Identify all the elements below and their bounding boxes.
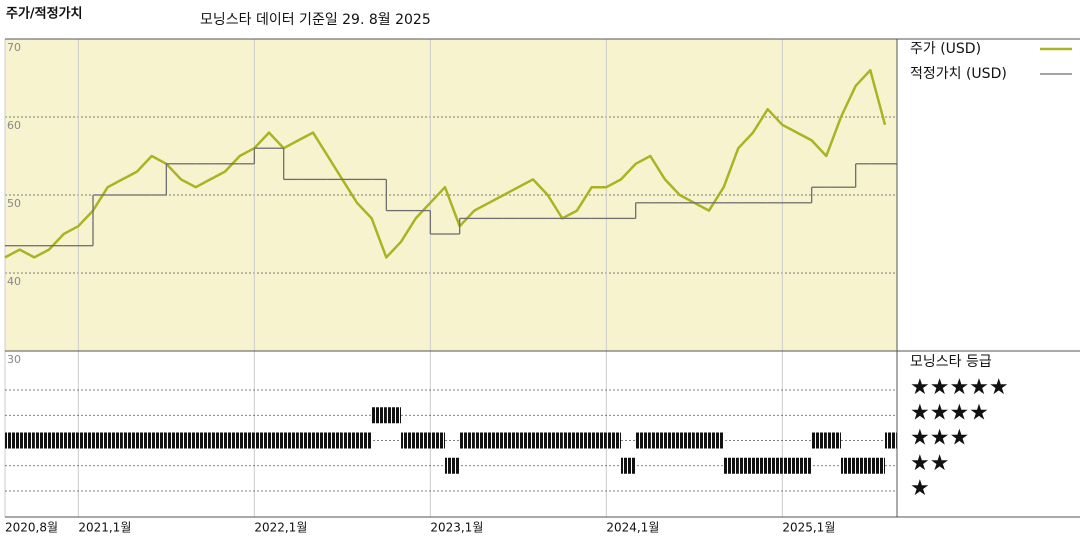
rating-bar — [430, 432, 445, 449]
x-tick-label: 2024,1월 — [606, 521, 659, 535]
rating-bar — [357, 432, 372, 449]
rating-bar — [782, 457, 797, 474]
x-tick-label: 2025,1월 — [782, 521, 835, 535]
rating-level-label: ★★★ — [910, 426, 969, 451]
rating-bar — [665, 432, 680, 449]
rating-bar — [723, 457, 739, 474]
rating-bar — [122, 432, 137, 449]
rating-bar — [870, 457, 885, 474]
y-tick-label: 60 — [7, 119, 21, 132]
rating-bar — [239, 432, 255, 449]
rating-bar — [107, 432, 123, 449]
marks — [4, 68, 897, 474]
overlay: 30 40 50 60 70 2020,8월 2021,1월 2022,1월 2023,1월 20… — [5, 41, 1072, 535]
rating-bar — [518, 432, 533, 449]
y-tick-label: 50 — [7, 197, 21, 210]
rating-bar — [254, 432, 269, 449]
rating-bar — [269, 432, 284, 449]
x-tick-label: 2021,1월 — [78, 521, 131, 535]
rating-bar — [474, 432, 489, 449]
price-line — [4, 68, 887, 259]
rating-title: 모닝스타 등급 — [910, 354, 992, 370]
rating-level-label: ★★★★★ — [910, 375, 1009, 400]
rating-bar — [855, 457, 871, 474]
rating-bar — [415, 432, 431, 449]
rating-bar — [386, 407, 401, 424]
y-tick-label: 70 — [7, 41, 21, 54]
rating-bar — [298, 432, 313, 449]
rating-bar — [166, 432, 181, 449]
rating-bar — [63, 432, 79, 449]
rating-bar — [210, 432, 225, 449]
rating-bar — [313, 432, 328, 449]
rating-bar — [533, 432, 548, 449]
rating-bar — [327, 432, 343, 449]
rating-bar — [489, 432, 504, 449]
rating-bar — [562, 432, 577, 449]
rating-bar — [591, 432, 607, 449]
rating-bar — [694, 432, 709, 449]
rating-bar — [577, 432, 592, 449]
rating-bar — [49, 432, 64, 449]
rating-bar — [650, 432, 665, 449]
rating-bar — [811, 432, 827, 449]
rating-bar — [709, 432, 724, 449]
rating-bar — [225, 432, 240, 449]
rating-bar — [797, 457, 812, 474]
y-tick-label: 40 — [7, 275, 21, 288]
rating-bar — [283, 432, 299, 449]
rating-bar — [342, 432, 357, 449]
rating-level-label: ★★ — [910, 451, 949, 476]
rating-bar — [459, 432, 475, 449]
rating-bar — [401, 432, 416, 449]
rating-bar — [753, 457, 768, 474]
y-tick-label: 30 — [7, 353, 21, 366]
x-tick-label: 2022,1월 — [254, 521, 307, 535]
rating-bar — [5, 432, 20, 449]
rating-bar — [151, 432, 167, 449]
rating-bar — [885, 432, 897, 449]
rating-bar — [621, 457, 636, 474]
x-tick-label: 2023,1월 — [430, 521, 483, 535]
legend-label: 주가 (USD) — [910, 41, 981, 57]
rating-bar — [181, 432, 196, 449]
rating-bar — [445, 457, 460, 474]
chart-subtitle: 모닝스타 데이터 기준일 29. 8월 2025 — [200, 12, 431, 28]
x-tick-label: 2020,8월 — [5, 521, 58, 535]
rating-bar — [606, 432, 621, 449]
rating-bar — [503, 432, 519, 449]
rating-bar — [767, 457, 783, 474]
chart-title: 주가/적정가치 — [6, 6, 83, 22]
rating-bar — [371, 407, 387, 424]
rating-bar — [34, 432, 49, 449]
rating-bar — [78, 432, 93, 449]
rating-bar — [841, 457, 856, 474]
rating-bar — [19, 432, 35, 449]
legend-label: 적정가치 (USD) — [910, 66, 1007, 82]
rating-bar — [679, 432, 695, 449]
rating-bar — [635, 432, 651, 449]
rating-level-label: ★★★★ — [910, 400, 989, 425]
rating-bar — [547, 432, 563, 449]
rating-bar — [738, 457, 753, 474]
rating-bar — [826, 432, 841, 449]
rating-level-label: ★ — [910, 476, 930, 501]
rating-bar — [137, 432, 152, 449]
rating-bar — [195, 432, 211, 449]
rating-bar — [93, 432, 108, 449]
